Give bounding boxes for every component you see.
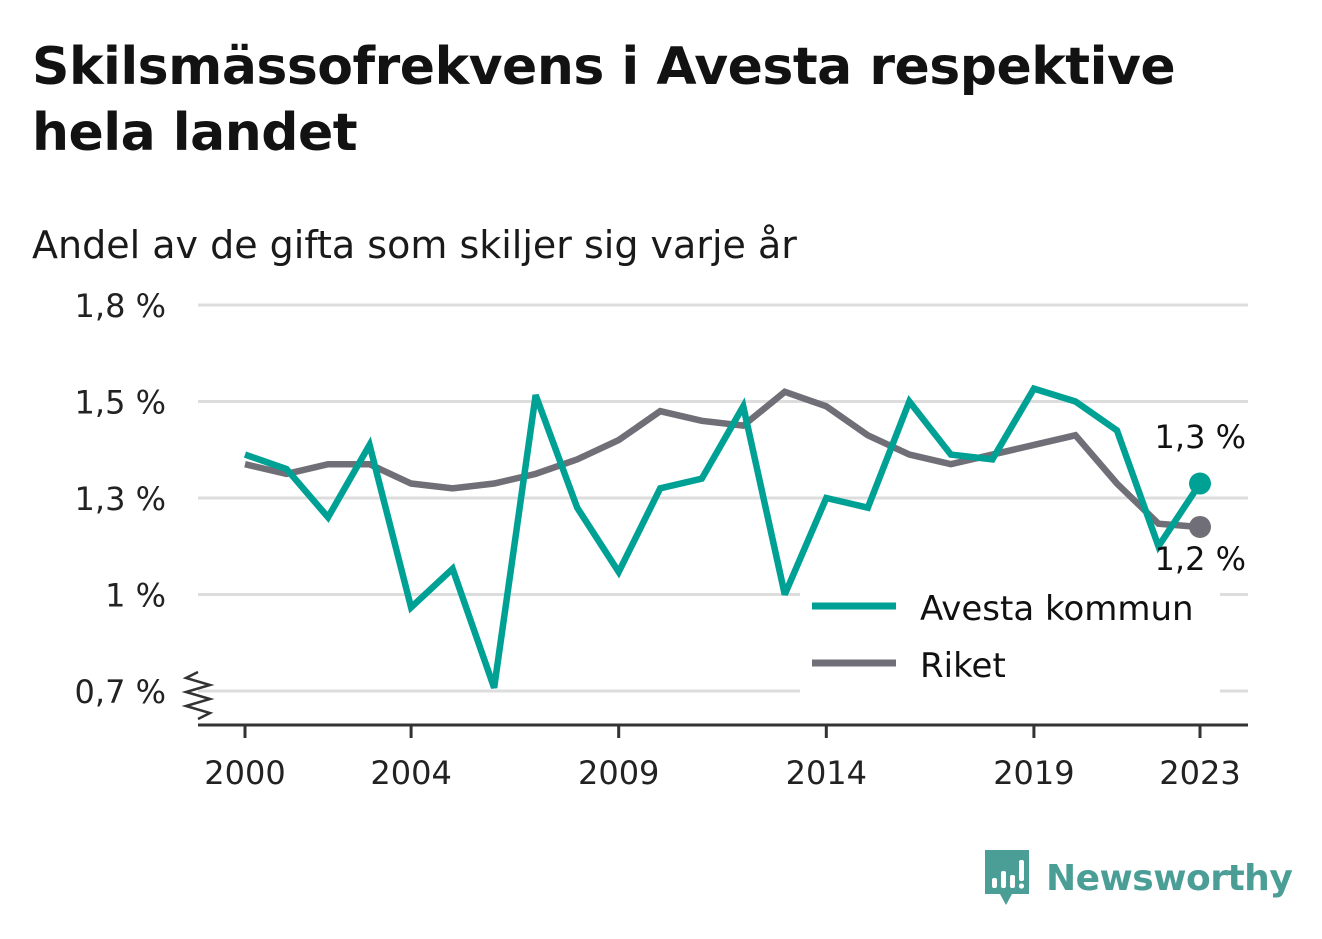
x-tick-label: 2004 xyxy=(370,754,451,792)
series-line-avesta xyxy=(243,384,1203,689)
series-lines xyxy=(243,384,1203,689)
x-tick-label: 2023 xyxy=(1159,754,1240,792)
legend-background xyxy=(800,575,1220,695)
brand-name: Newsworthy xyxy=(1046,857,1293,899)
x-tick-label: 2014 xyxy=(786,754,867,792)
chart-title: Skilsmässofrekvens i Avesta respektive h… xyxy=(32,37,1176,163)
end-label-riket: 1,2 % xyxy=(1155,540,1246,578)
chart-subtitle: Andel av de gifta som skiljer sig varje … xyxy=(32,223,797,267)
end-point-riket xyxy=(1189,515,1211,538)
legend: Avesta kommun Riket xyxy=(800,575,1220,695)
legend-label-riket: Riket xyxy=(920,646,1006,686)
x-tick-label: 2000 xyxy=(204,754,285,792)
x-tick-label: 2009 xyxy=(578,754,659,792)
y-axis-ticks: 0,7 % 1 % 1,3 % 1,5 % 1,8 % xyxy=(75,287,166,711)
newsworthy-logo: Newsworthy xyxy=(982,848,1293,908)
y-tick-label: 1,5 % xyxy=(75,384,166,422)
legend-label-avesta: Avesta kommun xyxy=(920,589,1194,629)
end-markers xyxy=(1189,472,1211,538)
bar-chart-logo-icon xyxy=(985,850,1029,905)
x-axis-ticks: 2000 2004 2009 2014 2019 2023 xyxy=(204,725,1241,792)
end-label-avesta: 1,3 % xyxy=(1155,418,1246,456)
end-point-avesta xyxy=(1189,472,1211,495)
y-tick-label: 0,7 % xyxy=(75,673,166,711)
x-tick-label: 2019 xyxy=(993,754,1074,792)
y-tick-label: 1,3 % xyxy=(75,480,166,518)
series-line-riket xyxy=(244,388,1201,531)
axis-break-icon xyxy=(181,670,215,721)
y-tick-label: 1,8 % xyxy=(75,287,166,325)
y-tick-label: 1 % xyxy=(105,577,166,615)
